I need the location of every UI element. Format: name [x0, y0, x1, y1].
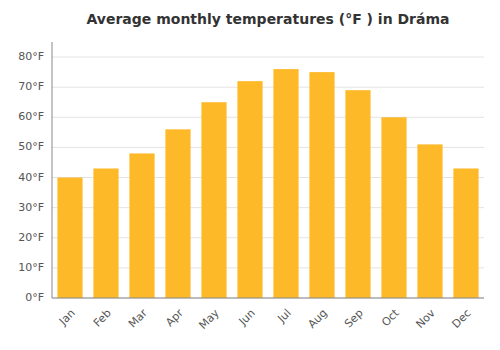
x-tick-label: Nov: [413, 306, 438, 331]
x-tick-label: Dec: [450, 307, 474, 331]
bar: [129, 153, 154, 298]
x-tick-label: Mar: [126, 306, 150, 330]
x-tick-label: Jun: [236, 307, 258, 329]
x-tick-label: May: [196, 306, 222, 332]
bar: [93, 168, 118, 298]
grid-line: [52, 117, 484, 118]
chart-container: Average monthly temperatures (°F ) in Dr…: [0, 0, 500, 350]
y-tick-label: 50°F: [18, 140, 44, 153]
y-tick-label: 20°F: [18, 231, 44, 244]
x-tick-label: Sep: [342, 307, 366, 331]
chart-title: Average monthly temperatures (°F ) in Dr…: [87, 11, 450, 27]
y-tick-label: 40°F: [18, 171, 44, 184]
y-tick-label: 30°F: [18, 201, 44, 214]
grid-line: [52, 87, 484, 88]
grid-line: [52, 298, 484, 299]
bar: [417, 144, 442, 298]
bar: [237, 81, 262, 298]
grid-line: [52, 57, 484, 58]
y-tick-label: 10°F: [18, 261, 44, 274]
y-axis-line: [52, 42, 53, 298]
y-tick-label: 60°F: [18, 110, 44, 123]
x-axis: Jan Feb Mar Apr May Jun Jul Aug Sep Oct Nov Dec: [56, 306, 474, 332]
y-tick-label: 0°F: [25, 291, 44, 304]
x-tick-label: Oct: [379, 306, 402, 329]
x-tick-label: Jul: [274, 307, 293, 326]
y-tick-label: 80°F: [18, 50, 44, 63]
y-tick-label: 70°F: [18, 80, 44, 93]
bar: [273, 69, 298, 298]
x-tick-label: Feb: [91, 307, 114, 330]
y-axis: 0°F 10°F 20°F 30°F 40°F 50°F 60°F 70°F 80°F: [18, 50, 484, 304]
bar: [201, 102, 226, 298]
bar: [57, 178, 82, 298]
bar: [381, 117, 406, 298]
bar: [309, 72, 334, 298]
x-axis-line: [52, 298, 484, 299]
chart-svg: Average monthly temperatures (°F ) in Dr…: [0, 0, 500, 350]
x-tick-label: Aug: [305, 307, 329, 331]
bar: [453, 168, 478, 298]
bars: [57, 69, 478, 298]
x-tick-label: Jan: [56, 307, 78, 329]
bar: [165, 129, 190, 298]
x-tick-label: Apr: [163, 306, 186, 329]
bar: [345, 90, 370, 298]
